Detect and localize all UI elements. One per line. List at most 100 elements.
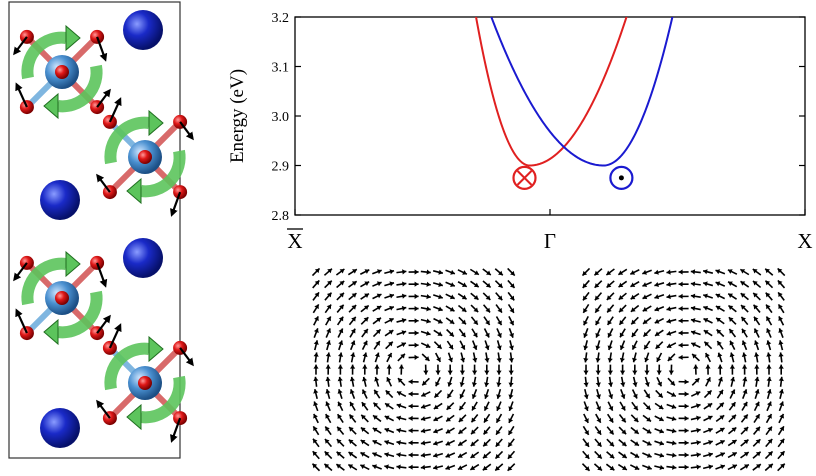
spin-vector-head	[351, 305, 357, 310]
spin-vector-head	[402, 281, 407, 287]
spin-vector-head	[646, 428, 652, 434]
spin-vector-head	[496, 406, 502, 411]
plot-frame	[294, 16, 806, 216]
spin-vector-head	[497, 295, 503, 301]
spin-vector-head	[671, 392, 676, 397]
spin-vector-head	[741, 364, 748, 369]
spin-vector-head	[325, 352, 331, 357]
spin-vector-head	[778, 376, 784, 382]
spin-vector-head	[484, 405, 489, 411]
spin-vector-head	[765, 292, 771, 298]
spin-vector-head	[458, 417, 464, 422]
displacement-arrow	[179, 121, 194, 141]
spin-vector-head	[373, 415, 378, 420]
spin-vector-head	[312, 463, 318, 469]
spin-vector-head	[460, 344, 466, 350]
spin-vector-head	[401, 342, 406, 348]
spin-vector-head	[420, 452, 426, 458]
spin-vector-head	[401, 318, 407, 324]
spin-vector-head	[459, 370, 466, 375]
spin-vector-head	[471, 393, 477, 399]
spin-vector-head	[508, 442, 513, 447]
spin-vector-head	[509, 333, 514, 338]
spin-vector-head	[426, 281, 431, 287]
spin-vector-head	[619, 319, 625, 325]
spin-vector-head	[583, 320, 588, 326]
spin-vector-head	[313, 426, 318, 432]
spin-vector-head	[484, 357, 490, 363]
spin-vector-head	[654, 306, 660, 312]
rotation-arrow-head	[126, 403, 142, 431]
spin-vector-head	[659, 464, 665, 470]
spin-vector-head	[672, 464, 677, 470]
spin-vector-head	[433, 404, 439, 409]
spin-vector-head	[472, 370, 478, 375]
spin-vector-head	[486, 270, 491, 275]
spin-vector-head	[632, 393, 638, 399]
spin-vector-head	[339, 280, 345, 286]
spin-vector-head	[671, 440, 677, 446]
spin-vector-head	[778, 304, 783, 310]
spin-vector-head	[445, 465, 451, 470]
x-tick-label: X	[797, 229, 812, 253]
spin-vector-head	[422, 380, 427, 386]
rotation-arrow	[104, 116, 150, 165]
spin-vector-head	[326, 292, 332, 298]
spin-vector-head	[630, 307, 636, 312]
spin-vector-head	[447, 370, 453, 375]
spin-vector-head	[446, 405, 452, 410]
spin-vector-head	[414, 269, 419, 275]
spin-vector-head	[667, 356, 673, 361]
spin-vector-head	[779, 413, 784, 419]
spin-vector-head	[691, 330, 696, 336]
spin-vector-head	[435, 370, 441, 375]
spin-vector-head	[678, 318, 683, 324]
spin-vector-head	[325, 340, 331, 345]
spin-vector-head	[753, 304, 759, 310]
spin-vector-head	[457, 465, 463, 470]
spin-vector-head	[632, 382, 638, 387]
spin-vector-head	[696, 464, 701, 470]
spin-vector-head	[376, 305, 382, 311]
spin-vector-head	[634, 453, 640, 458]
spin-vector-head	[326, 328, 331, 334]
spin-vector-head	[684, 464, 689, 470]
spin-vector-head	[778, 352, 784, 357]
spin-vector-head	[752, 269, 758, 274]
spin-vector-head	[728, 305, 734, 311]
rotation-arrow-head	[148, 335, 164, 363]
spin-vector-head	[768, 463, 773, 469]
spin-vector-head	[703, 269, 708, 275]
spin-vector-head	[313, 352, 319, 357]
spin-vector-head	[445, 428, 451, 434]
spin-vector-head	[606, 270, 612, 276]
rotation-arrow-head	[65, 250, 81, 278]
spin-vector-head	[596, 417, 601, 423]
spin-vector-head	[351, 316, 356, 322]
spin-vector-head	[754, 316, 759, 322]
spin-vector-head	[659, 428, 664, 434]
spin-vector-head	[397, 378, 403, 383]
spin-vector-head	[779, 451, 785, 456]
spin-vector-head	[447, 381, 453, 387]
spin-vector-head	[694, 378, 700, 383]
spin-marker-0	[512, 165, 537, 190]
spin-vector-head	[755, 426, 760, 432]
spin-vector-head	[387, 352, 392, 358]
spin-vector-head	[582, 295, 588, 301]
spin-vector-head	[398, 364, 405, 369]
spin-vector-head	[385, 390, 391, 396]
spin-vector-head	[414, 293, 419, 299]
spin-vector-head	[352, 269, 357, 274]
spin-vector-head	[631, 319, 636, 325]
spin-vector-head	[495, 441, 501, 447]
spin-vector-head	[743, 452, 749, 457]
spin-vector-head	[350, 364, 356, 369]
spin-vector-head	[654, 318, 660, 324]
spin-vector-head	[597, 453, 602, 459]
spin-vector-head	[659, 440, 664, 446]
unit-cell-frame	[8, 1, 181, 459]
spin-vector-head	[313, 364, 319, 369]
spin-vector-head	[595, 320, 600, 326]
y-tick-label: 2.8	[272, 209, 290, 224]
